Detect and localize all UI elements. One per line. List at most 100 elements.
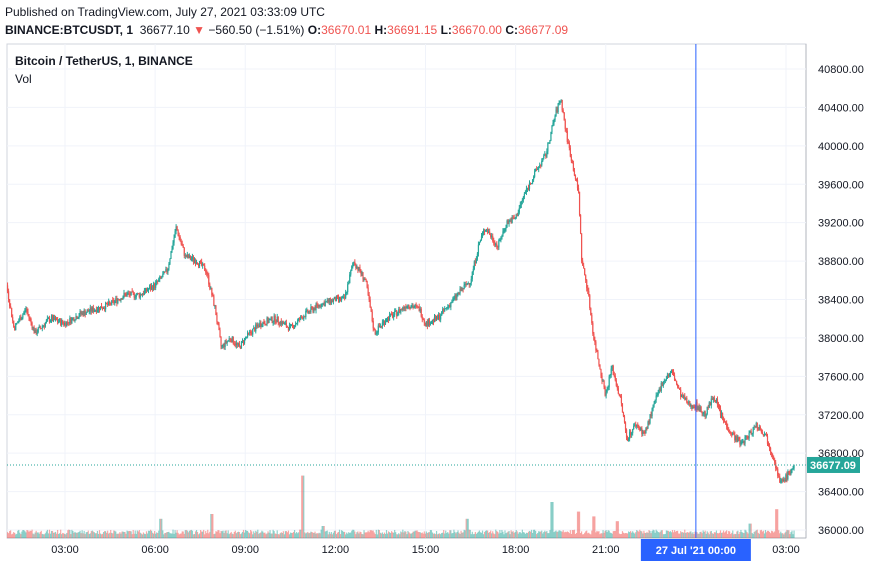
volume-bar [712,533,714,538]
volume-bar [659,531,661,538]
volume-bar [330,531,332,538]
volume-bar [27,530,29,538]
volume-bar [520,533,522,538]
volume-bar [84,534,86,538]
candle-body [369,299,371,308]
volume-bar [265,534,267,538]
candle-body [430,322,433,324]
volume-bar [757,532,759,538]
volume-bar [356,532,358,538]
volume-bar [496,531,498,538]
volume-bar [792,534,794,538]
volume-bar [278,534,280,538]
volume-bar [381,532,384,538]
candle-body [65,322,67,327]
volume-bar [462,532,464,538]
volume-bar [401,532,403,538]
candle-body [652,404,654,409]
volume-bar [588,532,590,538]
volume-bar [705,533,707,538]
volume-bar [622,532,625,538]
candle-body [721,412,724,419]
volume-bar [592,516,594,538]
candle-body [590,308,592,316]
volume-bar [273,531,275,538]
candle-body [334,296,337,302]
candle-body [251,333,253,335]
volume-bar [303,475,305,538]
volume-bar [586,530,588,538]
candle-body [33,327,35,333]
candle-body [374,330,376,335]
candle-body [343,296,345,298]
candle-body [579,214,582,234]
volume-bar [683,532,685,538]
volume-bar [583,534,585,538]
time-tick-label: 03:00 [51,544,79,556]
candle-body [620,396,623,404]
price-tick-label: 40800.00 [818,64,864,76]
candle-body [250,331,252,334]
volume-bar [333,530,336,538]
volume-bar [387,531,390,538]
volume-bar [785,531,787,538]
candle-body [496,243,498,247]
volume-bar [41,533,43,538]
candle-body [613,375,615,377]
candle-body [479,239,482,243]
volume-bar [344,531,346,538]
candle-body [735,436,737,441]
volume-bar [18,529,20,538]
volume-bar [208,533,210,538]
volume-bar [42,534,44,538]
candle-body [443,309,445,312]
volume-bar [751,532,753,538]
volume-bar [688,532,690,538]
candle-body [39,326,41,329]
volume-bar [36,532,38,538]
volume-bar [321,526,323,538]
candle-body [229,338,231,340]
candle-body [632,429,634,434]
candle-body [538,166,540,169]
volume-bar [293,530,296,538]
candle-body [238,343,241,346]
candle-body [510,220,512,223]
volume-bar [575,532,578,538]
volume-bar [777,509,779,538]
candle-body [550,132,552,141]
candle-body [58,321,60,323]
volume-bar [110,529,112,538]
volume-bar [732,530,734,538]
volume-bar [286,532,289,538]
candle-body [614,375,616,381]
volume-bar [163,534,165,538]
volume-bar [380,533,382,538]
candle-body [633,425,635,430]
candle-body [391,313,393,315]
volume-bar [46,529,48,538]
candle-body [683,395,685,398]
candle-body [500,239,502,241]
volume-bar [351,530,353,538]
volume-bar [329,533,331,538]
volume-bar [763,533,766,538]
candle-body [131,291,133,293]
volume-bar [752,533,754,538]
candle-body [604,387,606,396]
candle-body [314,308,316,311]
volume-bar [472,534,474,538]
candle-body [362,272,364,280]
volume-bar [604,530,606,538]
candle-body [389,313,392,315]
volume-bar [312,532,314,538]
volume-bar [746,532,748,538]
volume-bar [120,533,122,538]
volume-bar [210,514,212,538]
candle-body [705,413,707,417]
volume-bar [217,530,219,538]
candle-body [223,343,225,347]
candle-body [469,282,471,285]
candle-body [148,286,151,290]
